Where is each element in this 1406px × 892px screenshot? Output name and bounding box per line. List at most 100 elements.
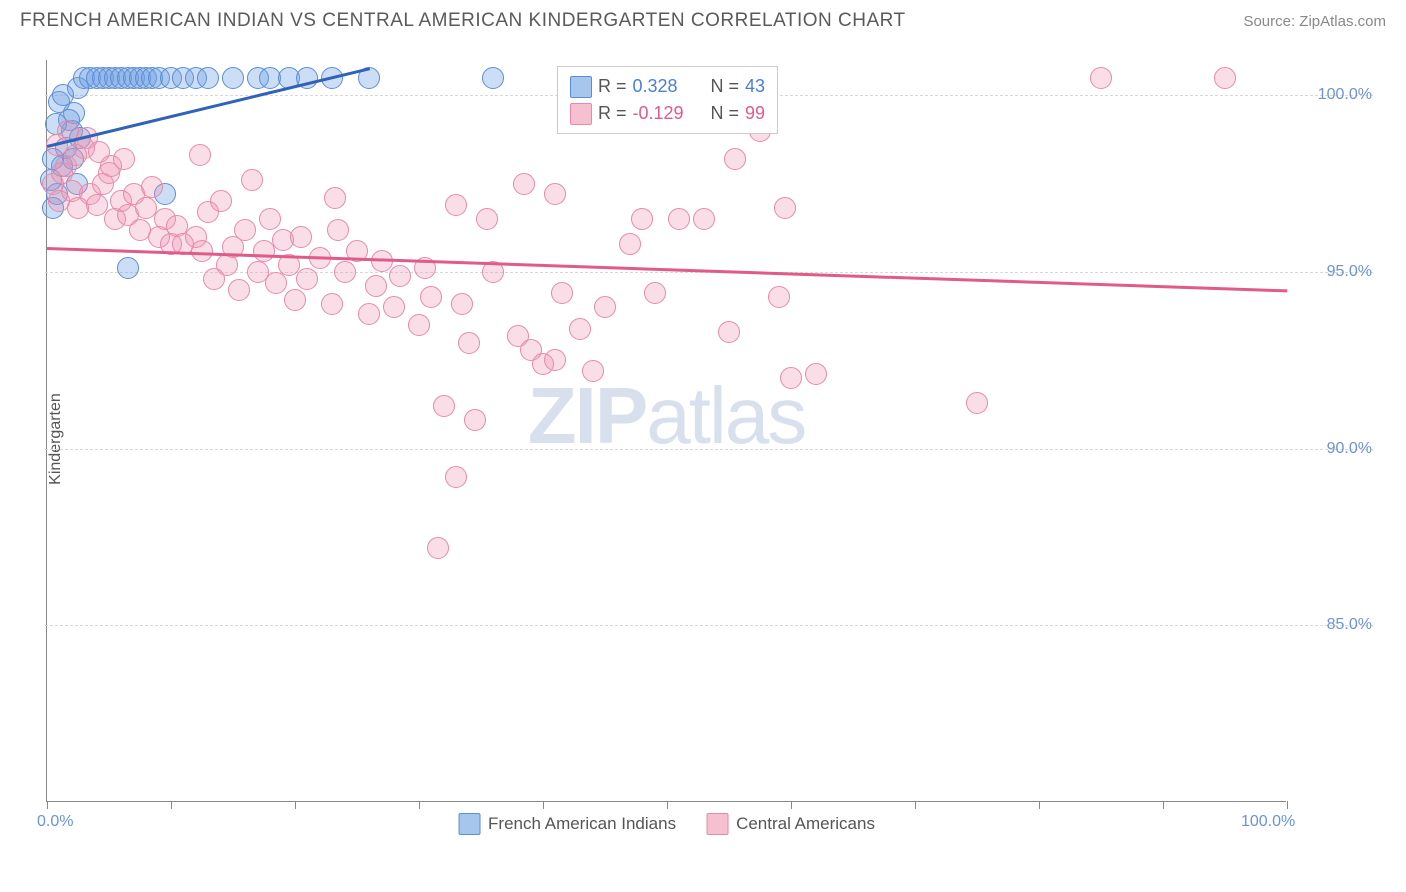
x-tick (667, 801, 668, 809)
data-point (551, 282, 573, 304)
x-tick (171, 801, 172, 809)
data-point (594, 296, 616, 318)
series-legend: French American Indians Central Americans (458, 813, 875, 835)
stat-n-label: N = (711, 100, 740, 127)
data-point (644, 282, 666, 304)
legend-swatch (458, 813, 480, 835)
data-point (780, 367, 802, 389)
stat-r-value: -0.129 (633, 100, 691, 127)
data-point (189, 144, 211, 166)
y-tick-label: 95.0% (1327, 263, 1372, 281)
x-tick (419, 801, 420, 809)
x-tick (1039, 801, 1040, 809)
data-point (383, 296, 405, 318)
data-point (234, 219, 256, 241)
data-point (458, 332, 480, 354)
x-tick-label: 100.0% (1241, 813, 1295, 831)
x-tick (1287, 801, 1288, 809)
data-point (1090, 67, 1112, 89)
stat-r-label: R = (598, 73, 627, 100)
data-point (724, 148, 746, 170)
series-legend-item: French American Indians (458, 813, 676, 835)
y-tick-label: 85.0% (1327, 616, 1372, 634)
stats-legend-row: R = -0.129 N = 99 (570, 100, 765, 127)
chart-source: Source: ZipAtlas.com (1243, 13, 1386, 30)
stat-r-label: R = (598, 100, 627, 127)
scatter-chart: ZIPatlas 85.0%90.0%95.0%100.0%0.0%100.0%… (46, 60, 1286, 802)
data-point (569, 318, 591, 340)
data-point (259, 208, 281, 230)
gridline (45, 449, 1373, 450)
legend-swatch (706, 813, 728, 835)
legend-swatch (570, 76, 592, 98)
data-point (482, 67, 504, 89)
data-point (365, 275, 387, 297)
data-point (408, 314, 430, 336)
data-point (718, 321, 740, 343)
y-tick-label: 90.0% (1327, 440, 1372, 458)
stat-n-label: N = (711, 73, 740, 100)
stats-legend-row: R = 0.328 N = 43 (570, 73, 765, 100)
chart-header: FRENCH AMERICAN INDIAN VS CENTRAL AMERIC… (0, 0, 1406, 40)
data-point (582, 360, 604, 382)
data-point (197, 67, 219, 89)
stat-n-value: 99 (745, 100, 765, 127)
data-point (513, 173, 535, 195)
data-point (619, 233, 641, 255)
data-point (324, 187, 346, 209)
data-point (228, 279, 250, 301)
data-point (284, 289, 306, 311)
x-tick (295, 801, 296, 809)
data-point (51, 162, 73, 184)
data-point (241, 169, 263, 191)
x-tick (915, 801, 916, 809)
data-point (768, 286, 790, 308)
data-point (334, 261, 356, 283)
data-point (296, 268, 318, 290)
y-tick-label: 100.0% (1318, 86, 1372, 104)
data-point (117, 257, 139, 279)
series-name: Central Americans (736, 814, 875, 834)
watermark-zip: ZIP (528, 371, 646, 460)
data-point (476, 208, 498, 230)
data-point (290, 226, 312, 248)
series-legend-item: Central Americans (706, 813, 875, 835)
data-point (358, 303, 380, 325)
x-tick-label: 0.0% (37, 813, 73, 831)
stats-legend: R = 0.328 N = 43 R = -0.129 N = 99 (557, 66, 778, 134)
data-point (464, 409, 486, 431)
data-point (1214, 67, 1236, 89)
data-point (52, 84, 74, 106)
data-point (544, 183, 566, 205)
data-point (805, 363, 827, 385)
data-point (445, 194, 467, 216)
data-point (389, 265, 411, 287)
data-point (371, 250, 393, 272)
x-tick (47, 801, 48, 809)
data-point (321, 293, 343, 315)
data-point (544, 349, 566, 371)
data-point (113, 148, 135, 170)
data-point (86, 194, 108, 216)
data-point (966, 392, 988, 414)
data-point (427, 537, 449, 559)
data-point (191, 240, 213, 262)
data-point (433, 395, 455, 417)
data-point (693, 208, 715, 230)
data-point (222, 67, 244, 89)
data-point (420, 286, 442, 308)
x-tick (1163, 801, 1164, 809)
data-point (451, 293, 473, 315)
data-point (774, 197, 796, 219)
stat-r-value: 0.328 (633, 73, 691, 100)
data-point (668, 208, 690, 230)
x-tick (543, 801, 544, 809)
stat-n-value: 43 (745, 73, 765, 100)
gridline (45, 625, 1373, 626)
legend-swatch (570, 103, 592, 125)
data-point (141, 176, 163, 198)
data-point (210, 190, 232, 212)
data-point (631, 208, 653, 230)
series-name: French American Indians (488, 814, 676, 834)
x-tick (791, 801, 792, 809)
